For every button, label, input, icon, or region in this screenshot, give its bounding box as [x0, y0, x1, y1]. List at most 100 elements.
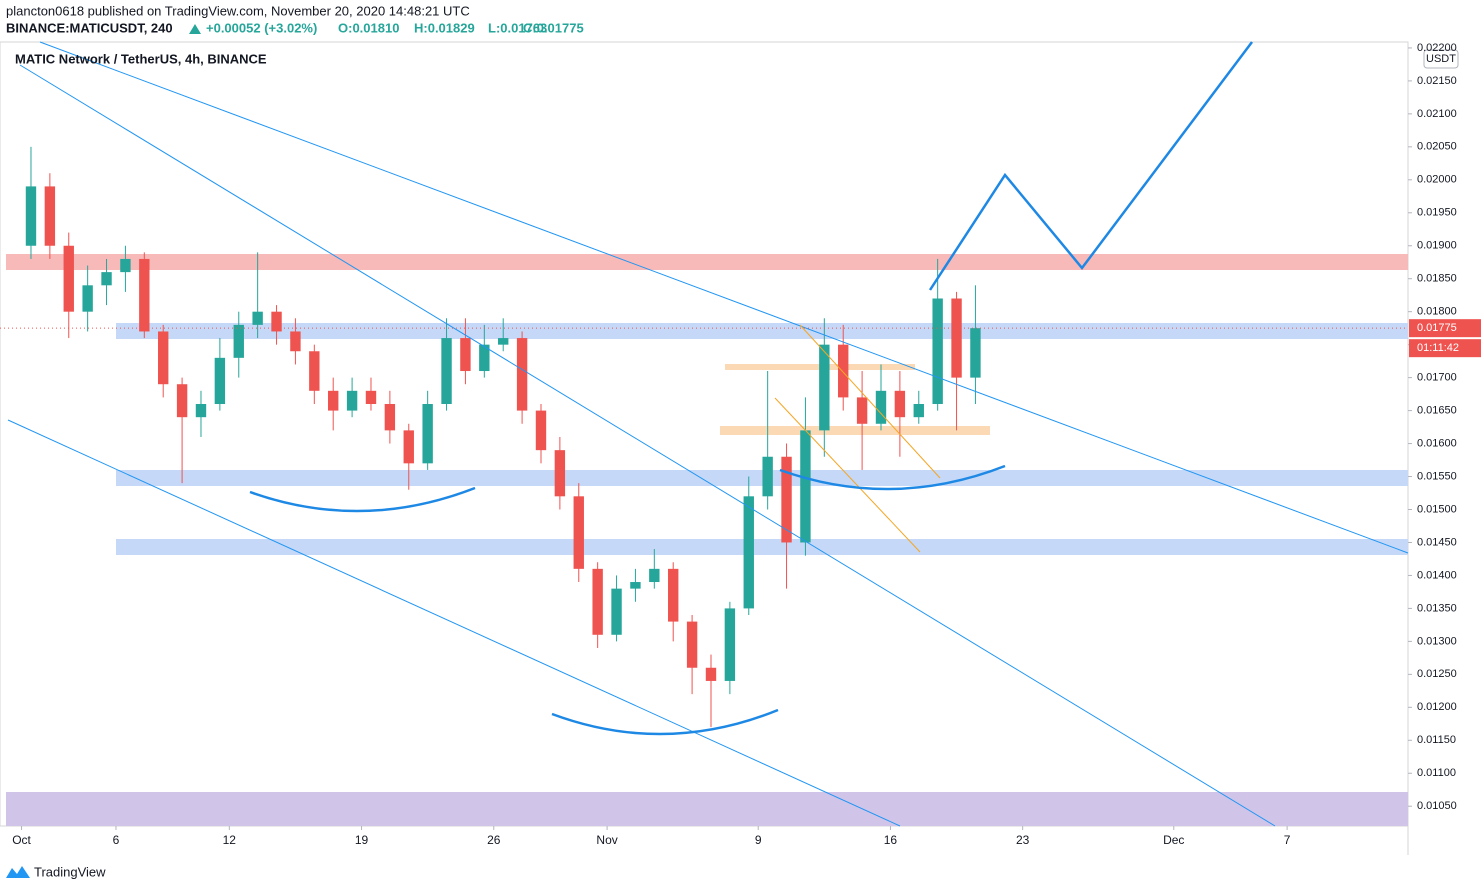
price-tag [1409, 319, 1481, 338]
close: C:0.01775 [523, 20, 584, 35]
candle-body [365, 390, 377, 404]
brand: TradingView [34, 864, 106, 879]
y-tick-label: 0.01800 [1417, 306, 1457, 318]
candle-body [82, 285, 93, 312]
candle-body [762, 456, 773, 497]
x-tick-label: Oct [12, 833, 31, 847]
candle-body [630, 582, 641, 589]
candle-body [139, 258, 150, 332]
y-tick-label: 0.02200 [1417, 42, 1457, 54]
y-tick-label: 0.01250 [1417, 668, 1457, 680]
logo [6, 866, 30, 878]
x-tick-label: 16 [884, 833, 898, 847]
candle-body [479, 344, 490, 372]
candle-body [403, 430, 414, 464]
candle-body [290, 331, 301, 352]
trend-line [39, 41, 1409, 554]
candle-body [101, 272, 112, 286]
y-tick-label: 0.01500 [1417, 503, 1457, 515]
candle-body [44, 186, 56, 246]
candle-body [422, 403, 433, 464]
candle-body [838, 344, 849, 398]
candle-body [214, 357, 226, 404]
high: H:0.01829 [414, 20, 475, 35]
y-tick-label: 0.01150 [1417, 734, 1456, 746]
candle-body [668, 568, 679, 622]
x-tick-label: 6 [113, 833, 120, 847]
candle-body [176, 384, 188, 418]
candle-body [328, 390, 339, 411]
candle-body [970, 328, 981, 378]
y-tick-label: 0.02100 [1417, 108, 1457, 120]
y-tick-label: 0.01950 [1417, 207, 1457, 219]
candle-body [686, 621, 698, 668]
axes: 0.01050 0.01100 0.01150 0.01200 0.01250 0.013… [0, 42, 1481, 847]
y-tick-label: 0.01300 [1417, 635, 1457, 647]
candle-body [120, 258, 131, 273]
y-tick-label: 0.01900 [1417, 240, 1457, 252]
y-tick-label: 0.01400 [1417, 569, 1457, 581]
support-zone [116, 539, 1408, 555]
candle-body [271, 311, 282, 332]
quote-line: BINANCE:MATICUSDT, 240 +0.00052 (+3.02%)… [6, 20, 584, 35]
low: L:0.01763 [488, 20, 547, 35]
candle-body [498, 338, 509, 345]
candle-body [233, 324, 244, 358]
flag-line [799, 324, 941, 479]
x-tick-label: 12 [223, 833, 237, 847]
candles [25, 146, 981, 728]
candle-body [25, 186, 37, 246]
x-tick-label: 7 [1284, 833, 1291, 847]
range-zone [720, 426, 990, 435]
countdown-label: 01:11:42 [1417, 342, 1459, 354]
y-tick-label: 0.01100 [1417, 767, 1456, 779]
countdown-tag [1409, 339, 1481, 358]
candle-body [554, 450, 566, 497]
zones [6, 254, 1408, 826]
x-tick-label: Nov [596, 833, 617, 847]
chart-title: MATIC Network / TetherUS, 4h, BINANCE [15, 51, 267, 66]
support-zone [116, 323, 1408, 339]
y-tick-label: 0.02150 [1417, 75, 1457, 87]
candle-body [913, 403, 924, 418]
x-tick-label: 19 [355, 833, 369, 847]
candle-body [894, 390, 906, 418]
y-tick-label: 0.01650 [1417, 404, 1457, 416]
candle-body [781, 456, 792, 543]
candle-body [800, 430, 811, 543]
trend-line [19, 64, 1276, 827]
candle-body [63, 245, 74, 312]
candle-body [441, 338, 452, 404]
trend-line [7, 419, 901, 827]
candle-body [460, 338, 471, 372]
y-tick-label: 0.01350 [1417, 602, 1457, 614]
currency: USDT [1426, 53, 1456, 65]
candle-body [158, 331, 169, 385]
candle-body [516, 338, 528, 411]
resistance-zone [6, 254, 1408, 270]
x-tick-label: 23 [1016, 833, 1030, 847]
projection [928, 41, 1253, 291]
support-zone [116, 470, 1408, 486]
y-tick-label: 0.01050 [1417, 800, 1457, 812]
candle-body [649, 568, 660, 583]
y-tick-label: 0.01450 [1417, 536, 1457, 548]
candle-body [724, 608, 736, 681]
y-tick-label: 0.01550 [1417, 470, 1457, 482]
flag-line [774, 397, 921, 553]
candle-body [705, 667, 717, 681]
candle-body [535, 410, 547, 451]
open: O:0.01810 [338, 20, 399, 35]
candle-body [951, 298, 962, 378]
published-line: plancton0618 published on TradingView.co… [6, 3, 470, 18]
candle-body [875, 390, 887, 424]
y-tick-label: 0.02050 [1417, 141, 1457, 153]
candle-body [856, 397, 868, 424]
y-tick-label: 0.01700 [1417, 372, 1457, 384]
y-tick-label: 0.01600 [1417, 437, 1457, 449]
up-arrow [189, 24, 201, 34]
x-tick-label: Dec [1163, 833, 1184, 847]
candle-body [592, 568, 603, 635]
x-tick-label: 9 [755, 833, 762, 847]
